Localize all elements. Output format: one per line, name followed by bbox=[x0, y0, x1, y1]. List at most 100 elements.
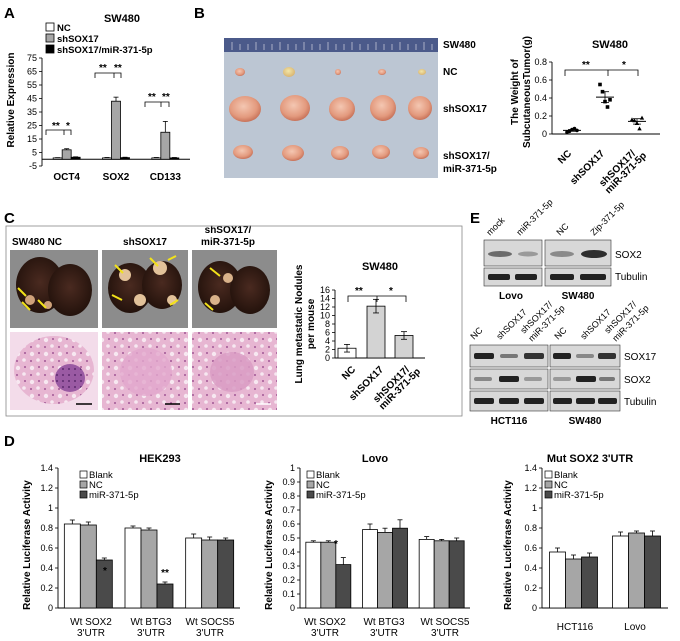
bottom-blot bbox=[469, 344, 621, 412]
sig-label: * bbox=[103, 566, 107, 577]
y-axis-label: Relative Expression bbox=[6, 52, 17, 147]
legend-swatch-mir bbox=[544, 490, 553, 499]
data-point bbox=[608, 98, 612, 102]
y-tick-label: 65 bbox=[27, 67, 37, 77]
photo-label: miR-371-5p bbox=[201, 237, 255, 248]
panel-c-frame bbox=[5, 225, 463, 417]
x-tick-label: HCT116 bbox=[557, 622, 594, 633]
x-tick-label: CD133 bbox=[150, 172, 182, 183]
photo-row-labels: SW480 NC shSOX17 shSOX17/ miR-371-5p bbox=[443, 40, 497, 175]
sig-label: ** bbox=[355, 286, 363, 297]
y-tick-label: 75 bbox=[27, 53, 37, 63]
bar bbox=[70, 156, 81, 160]
chart-d3: 0 0.2 0.4 0.6 0.8 1 1.2 1.4 bbox=[524, 463, 668, 613]
bar bbox=[124, 527, 142, 609]
data-point bbox=[637, 126, 642, 131]
y-tick-label: 0 bbox=[325, 353, 330, 363]
y-tick-label: 0.8 bbox=[40, 523, 53, 533]
y-axis-label: Relative Luciferase Activity bbox=[22, 480, 33, 610]
panel-c: C SW480 NC shSOX17 shSOX17/ miR-371-5p bbox=[4, 210, 463, 417]
data-point bbox=[605, 105, 610, 109]
y-tick-label: 0 bbox=[532, 603, 537, 613]
y-tick-label: 1.4 bbox=[524, 463, 537, 473]
x-tick-label: NC bbox=[556, 148, 574, 166]
panel-b: B SW480 NC shSOX17 bbox=[194, 5, 660, 196]
y-tick-label: 0.6 bbox=[40, 543, 53, 553]
y-tick-label: 0.4 bbox=[534, 93, 547, 103]
y-tick-label: 0 bbox=[542, 129, 547, 139]
x-tick-label: OCT4 bbox=[53, 172, 80, 183]
x-tick-label: Wt BTG3 bbox=[130, 617, 172, 628]
legend-label: miR-371-5p bbox=[89, 490, 139, 501]
bar bbox=[185, 537, 203, 609]
bar bbox=[366, 305, 386, 359]
bar bbox=[102, 157, 112, 160]
d2-legend: Blank NC miR-371-5p bbox=[306, 470, 366, 501]
sig-label: ** bbox=[582, 60, 590, 71]
bar bbox=[52, 157, 63, 160]
x-tick-label: Wt SOCS5 bbox=[186, 617, 235, 628]
legend-swatch-shsox17 bbox=[45, 33, 55, 43]
he-sections bbox=[10, 332, 277, 410]
panel-e-letter: E bbox=[470, 210, 480, 227]
chart-a: -5 5 15 25 35 45 55 65 75 OCT4 SOX2 CD133 bbox=[27, 53, 190, 183]
legend-label: NC bbox=[89, 480, 103, 491]
sig-bracket bbox=[564, 69, 639, 76]
panel-c-xlabels: NC shSOX17 shSOX17/ miR-371-5p bbox=[340, 364, 423, 412]
legend-label: miR-371-5p bbox=[554, 490, 604, 501]
blot-row-label: Tubulin bbox=[624, 397, 656, 408]
y-tick-label: 0.8 bbox=[282, 491, 295, 501]
y-axis-label: per mouse bbox=[306, 298, 317, 349]
panel-c-chart-title: SW480 bbox=[362, 261, 398, 273]
d3-title: Mut SOX2 3'UTR bbox=[547, 453, 633, 465]
blot-row-label: Tubulin bbox=[615, 272, 647, 283]
bar bbox=[305, 541, 322, 609]
panel-b-chart-title: SW480 bbox=[592, 39, 628, 51]
bar bbox=[448, 540, 465, 609]
y-tick-label: 1 bbox=[48, 503, 53, 513]
d3-xlabels: HCT116 Lovo bbox=[557, 622, 647, 633]
bar bbox=[156, 583, 174, 609]
sig-label: ** bbox=[114, 63, 122, 74]
y-tick-label: 1 bbox=[290, 463, 295, 473]
y-tick-label: 0.7 bbox=[282, 505, 295, 515]
panel-d-letter: D bbox=[4, 433, 15, 450]
lane-label: NC bbox=[554, 221, 571, 238]
panel-a-letter: A bbox=[4, 5, 15, 22]
sig-bracket bbox=[144, 101, 170, 107]
y-tick-label: 0.2 bbox=[524, 583, 537, 593]
d2-xlabels: Wt SOX2 3'UTR Wt BTG3 3'UTR Wt SOCS5 3'U… bbox=[304, 617, 470, 639]
photo-row-label: shSOX17 bbox=[443, 104, 487, 115]
y-tick-label: 0.6 bbox=[282, 519, 295, 529]
sig-label: ** bbox=[161, 568, 169, 579]
bar bbox=[565, 558, 582, 609]
sig-label: * bbox=[389, 286, 393, 297]
cell-line-label: Lovo bbox=[499, 291, 523, 302]
photo-row-label: NC bbox=[443, 67, 457, 78]
cell-line-label: HCT116 bbox=[491, 416, 528, 427]
x-tick-label: Wt BTG3 bbox=[363, 617, 405, 628]
legend-label: Blank bbox=[316, 470, 340, 481]
sig-label: ** bbox=[99, 63, 107, 74]
bar bbox=[111, 100, 121, 160]
sig-label: * bbox=[334, 539, 338, 550]
x-tick-label: Wt SOX2 bbox=[304, 617, 346, 628]
y-axis-label: Relative Luciferase Activity bbox=[264, 480, 275, 610]
sig-bracket bbox=[45, 129, 72, 135]
y-tick-label: 0.4 bbox=[40, 563, 53, 573]
y-tick-label: 0.4 bbox=[282, 547, 295, 557]
bar bbox=[377, 532, 393, 609]
chart-d1: 0 0.2 0.4 0.6 0.8 1 1.2 1.4 bbox=[40, 463, 240, 613]
x-tick-label: Wt SOCS5 bbox=[421, 617, 470, 628]
photo-label: SW480 NC bbox=[12, 237, 62, 248]
bar bbox=[217, 539, 235, 609]
legend-label: shSOX17/miR-371-5p bbox=[57, 45, 153, 56]
panel-d: D HEK293 Relative Luciferase Activity Bl… bbox=[4, 433, 668, 639]
bar bbox=[140, 529, 158, 609]
y-tick-label: 5 bbox=[32, 148, 37, 158]
legend-label: NC bbox=[316, 480, 330, 491]
y-tick-label: 0.8 bbox=[524, 523, 537, 533]
x-tick-label: SOX2 bbox=[103, 172, 130, 183]
y-tick-label: 0 bbox=[290, 603, 295, 613]
sig-label: * bbox=[622, 60, 626, 71]
